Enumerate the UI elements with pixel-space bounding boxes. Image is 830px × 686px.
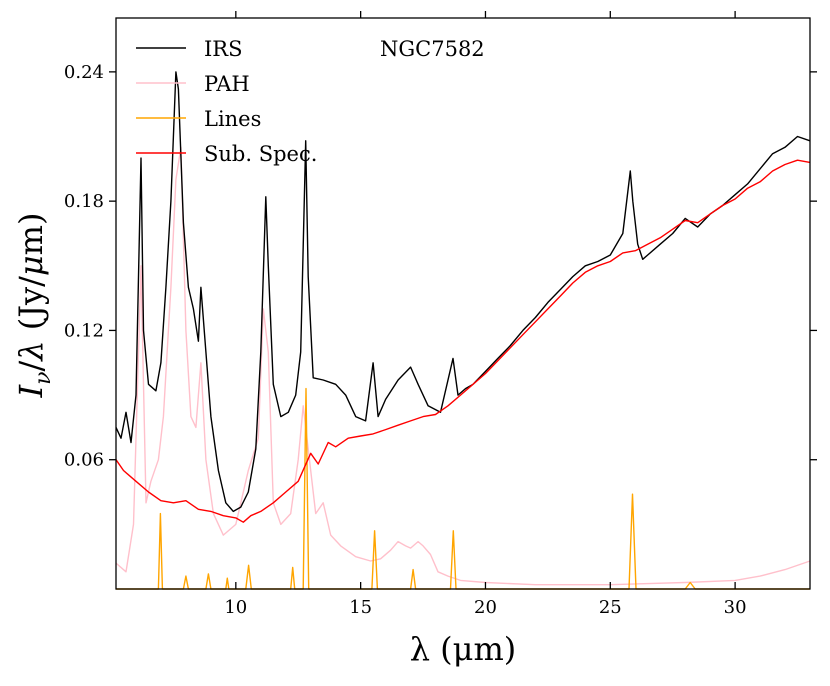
x-tick-label: 30	[724, 597, 747, 618]
plot-frame	[115, 17, 811, 590]
object-annotation: NGC7582	[380, 37, 485, 61]
tick-layer: 10 15 20 25 30 0.06 0.12 0.18 0.24	[64, 11, 817, 618]
x-tick-label: 15	[349, 597, 372, 618]
x-tick-label: 25	[599, 597, 622, 618]
x-tick-label: 10	[224, 597, 247, 618]
y-axis-label: Iν/λ (Jy/μm)	[12, 212, 56, 398]
legend-label-irs: IRS	[204, 37, 243, 61]
y-tick-label: 0.18	[64, 191, 104, 212]
x-axis-label: λ (μm)	[410, 630, 517, 668]
y-tick-label: 0.24	[64, 62, 104, 83]
series-line-sub-spec	[115, 159, 811, 523]
legend-label-subspec: Sub. Spec.	[204, 142, 317, 166]
series-line-irs	[115, 71, 811, 513]
y-tick-label: 0.12	[64, 320, 104, 341]
series-line-pah	[115, 146, 811, 586]
legend: IRS PAH Lines Sub. Spec.	[136, 37, 317, 166]
legend-label-lines: Lines	[204, 107, 261, 131]
legend-label-pah: PAH	[204, 72, 250, 96]
y-tick-label: 0.06	[64, 450, 104, 471]
x-tick-label: 20	[474, 597, 497, 618]
